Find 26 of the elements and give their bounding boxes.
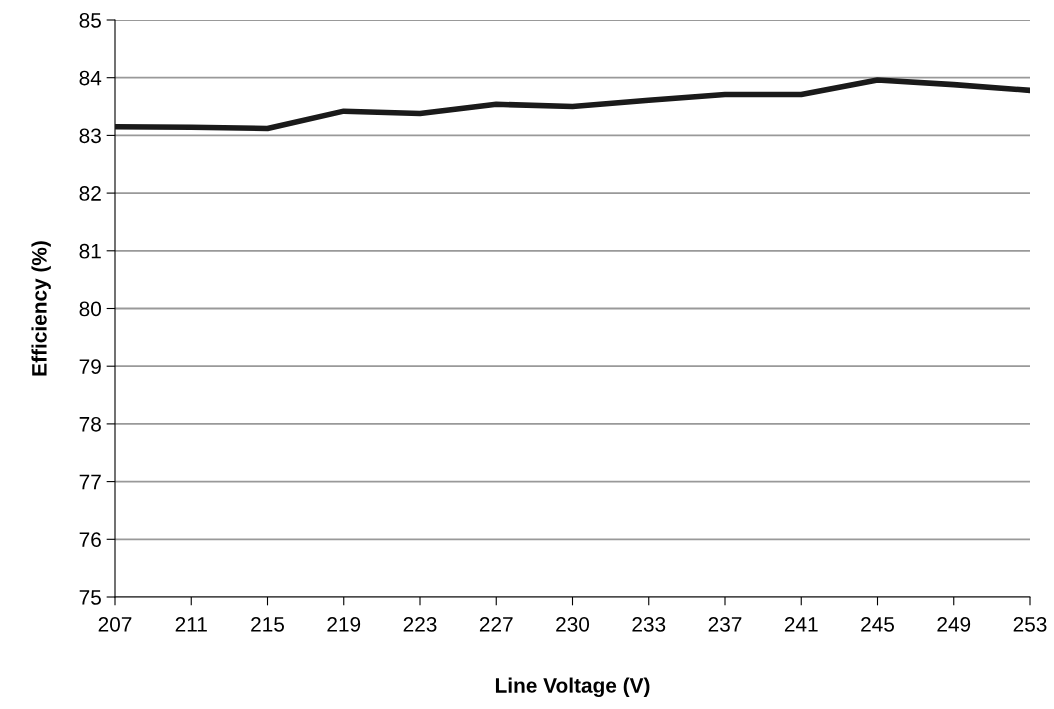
x-tick-label: 211 [175,616,207,632]
x-tick-label: 215 [251,616,285,632]
x-tick-label: 230 [556,616,590,632]
y-tick-label: 85 [79,13,101,28]
y-tick-label: 77 [79,474,101,490]
x-tick-label: 253 [1013,616,1047,632]
x-tick-label: 241 [784,616,818,632]
y-tick-label: 75 [79,590,101,605]
x-tick-label: 219 [327,616,361,632]
y-tick-label: 80 [79,301,101,317]
x-tick-label: 245 [861,616,895,632]
y-tick-label: 84 [79,70,102,86]
x-tick-label: 227 [479,616,513,632]
y-tick-label: 81 [79,243,101,259]
y-tick-label: 79 [79,359,101,374]
x-tick-label: 237 [708,616,742,632]
x-tick-label: 233 [632,616,666,632]
y-tick-label: 83 [79,128,101,144]
y-tick-label: 76 [79,532,101,548]
x-axis-title: Line Voltage (V) [495,677,650,698]
x-tick-label: 249 [937,616,971,632]
y-tick-label: 78 [79,416,101,432]
x-tick-label: 207 [98,616,132,632]
x-tick-label: 223 [403,616,437,632]
y-tick-label: 82 [79,186,101,201]
y-axis-title: Efficiency (%) [31,241,51,376]
